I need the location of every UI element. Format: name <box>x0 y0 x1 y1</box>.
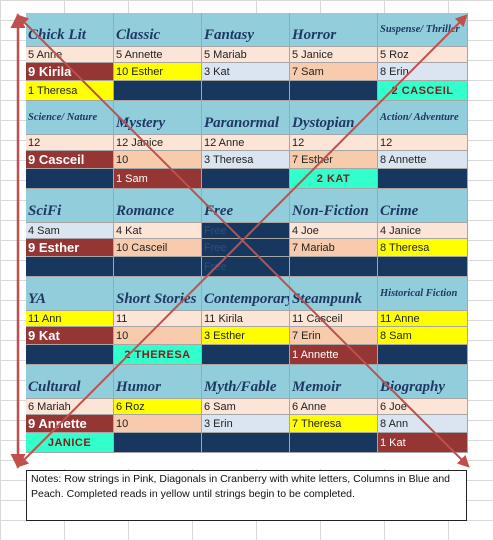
notes-text: Notes: Row strings in Pink, Diagonals in… <box>31 473 451 500</box>
diagonal-arrow-right <box>16 14 468 468</box>
notes-box[interactable]: Notes: Row strings in Pink, Diagonals in… <box>26 470 467 521</box>
